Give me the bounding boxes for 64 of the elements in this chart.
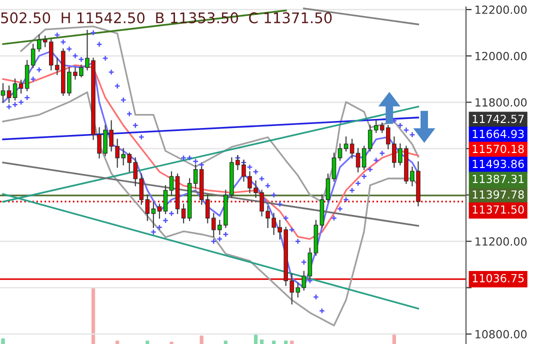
bar bbox=[116, 340, 120, 344]
point bbox=[294, 238, 301, 244]
point bbox=[96, 41, 102, 48]
y-tick-label: 10800.00 bbox=[476, 330, 527, 338]
bar bbox=[290, 340, 294, 344]
y-tick-label: 11200.00 bbox=[476, 237, 527, 246]
point bbox=[330, 215, 338, 222]
point bbox=[138, 134, 144, 140]
candlestick bbox=[332, 152, 336, 182]
bar bbox=[260, 340, 264, 344]
text: 11664.93 bbox=[472, 130, 524, 138]
point bbox=[60, 38, 66, 46]
candlestick bbox=[12, 78, 18, 100]
ref-line-label: 11036.75 bbox=[472, 274, 524, 282]
point bbox=[216, 236, 223, 242]
point bbox=[36, 66, 42, 73]
text: 11493.86 bbox=[472, 160, 524, 168]
text: 11387.31 bbox=[472, 174, 524, 184]
ref-line-label: 11397.78 bbox=[472, 190, 524, 199]
point bbox=[102, 55, 108, 62]
point bbox=[379, 150, 386, 156]
point bbox=[90, 30, 96, 36]
bar bbox=[224, 340, 228, 344]
line-series bbox=[20, 26, 420, 203]
candlestick bbox=[163, 185, 168, 214]
point bbox=[162, 217, 169, 224]
point bbox=[373, 157, 380, 164]
bar bbox=[200, 336, 204, 344]
candlestick bbox=[356, 148, 360, 172]
point bbox=[336, 206, 344, 212]
point bbox=[276, 201, 283, 208]
point bbox=[168, 210, 175, 217]
candlestick bbox=[350, 138, 354, 158]
point bbox=[409, 132, 416, 138]
point bbox=[6, 104, 12, 110]
candlestick bbox=[133, 157, 138, 186]
bar bbox=[146, 340, 150, 344]
candlestick bbox=[169, 171, 174, 196]
candlestick bbox=[326, 174, 330, 202]
line-series bbox=[2, 64, 420, 240]
text: 11570.18 bbox=[472, 144, 524, 154]
point bbox=[258, 176, 265, 182]
candlestick bbox=[362, 146, 366, 170]
ref-line-label: 11371.50 bbox=[472, 205, 524, 214]
point bbox=[288, 226, 295, 233]
point bbox=[264, 182, 271, 189]
candlestick bbox=[151, 201, 156, 228]
y-tick-label: 12000.00 bbox=[476, 52, 527, 60]
candlestick bbox=[24, 60, 30, 92]
point bbox=[367, 166, 374, 173]
bar bbox=[284, 340, 288, 344]
candlestick bbox=[302, 270, 306, 291]
bar bbox=[272, 340, 276, 344]
point bbox=[156, 224, 163, 230]
candlestick bbox=[193, 164, 198, 189]
point bbox=[252, 168, 259, 175]
point bbox=[210, 238, 217, 244]
bar bbox=[91, 288, 96, 344]
y-tick-label: 11800.00 bbox=[476, 98, 527, 107]
bar bbox=[1, 338, 5, 344]
candlestick bbox=[344, 136, 348, 152]
y-tick-label: 12200.00 bbox=[476, 6, 527, 14]
candlestick bbox=[6, 85, 12, 103]
text: 11742.57 bbox=[472, 114, 524, 124]
